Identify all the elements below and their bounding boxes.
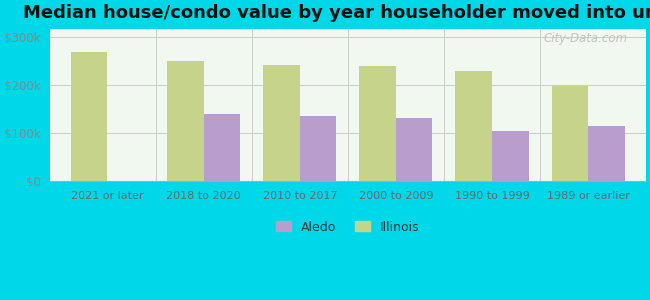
Bar bbox=[492, 131, 528, 181]
Legend: Aledo, Illinois: Aledo, Illinois bbox=[271, 216, 424, 238]
Bar bbox=[552, 86, 588, 181]
Bar bbox=[300, 116, 336, 181]
Bar bbox=[359, 66, 396, 181]
Bar bbox=[71, 52, 107, 181]
Bar bbox=[588, 126, 625, 181]
Text: City-Data.com: City-Data.com bbox=[544, 32, 628, 45]
Bar bbox=[456, 71, 492, 181]
Bar bbox=[203, 114, 240, 181]
Bar bbox=[263, 65, 300, 181]
Title: Median house/condo value by year householder moved into unit: Median house/condo value by year househo… bbox=[23, 4, 650, 22]
Bar bbox=[167, 61, 203, 181]
Bar bbox=[396, 118, 432, 181]
